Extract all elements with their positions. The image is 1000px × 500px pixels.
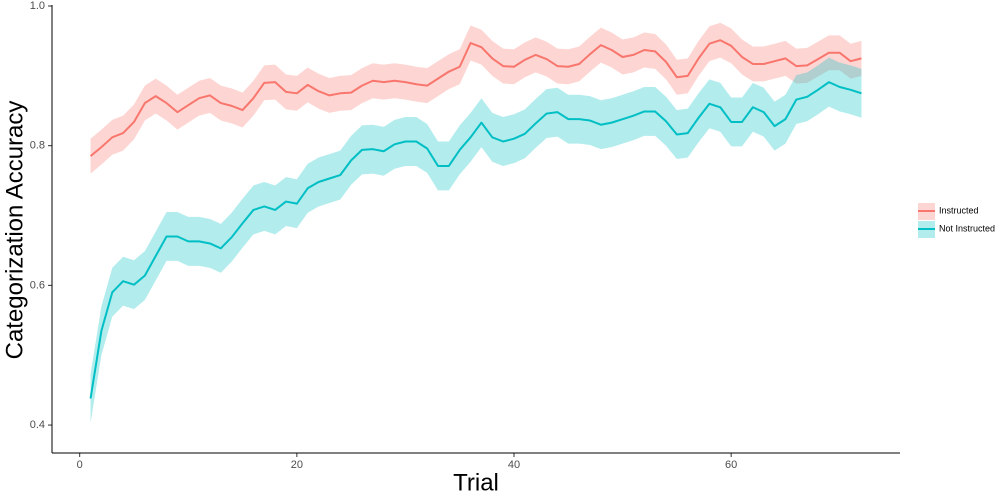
y-tick-label: 0.8 bbox=[30, 140, 45, 152]
y-tick-label: 0.4 bbox=[30, 419, 45, 431]
legend-label: Instructed bbox=[939, 205, 979, 215]
x-tick-label: 0 bbox=[77, 459, 83, 471]
confidence-band bbox=[90, 22, 862, 174]
y-axis-title: Categorization Accuracy bbox=[1, 101, 28, 360]
x-tick-label: 40 bbox=[508, 459, 520, 471]
x-tick-label: 20 bbox=[291, 459, 303, 471]
y-tick-label: 1.0 bbox=[30, 0, 45, 12]
series-line bbox=[89, 39, 862, 157]
legend-label: Not Instructed bbox=[939, 223, 995, 233]
x-tick-label: 60 bbox=[725, 459, 737, 471]
series-line bbox=[89, 81, 862, 399]
x-axis-title: Trial bbox=[453, 469, 499, 496]
y-tick-label: 0.6 bbox=[30, 279, 45, 291]
